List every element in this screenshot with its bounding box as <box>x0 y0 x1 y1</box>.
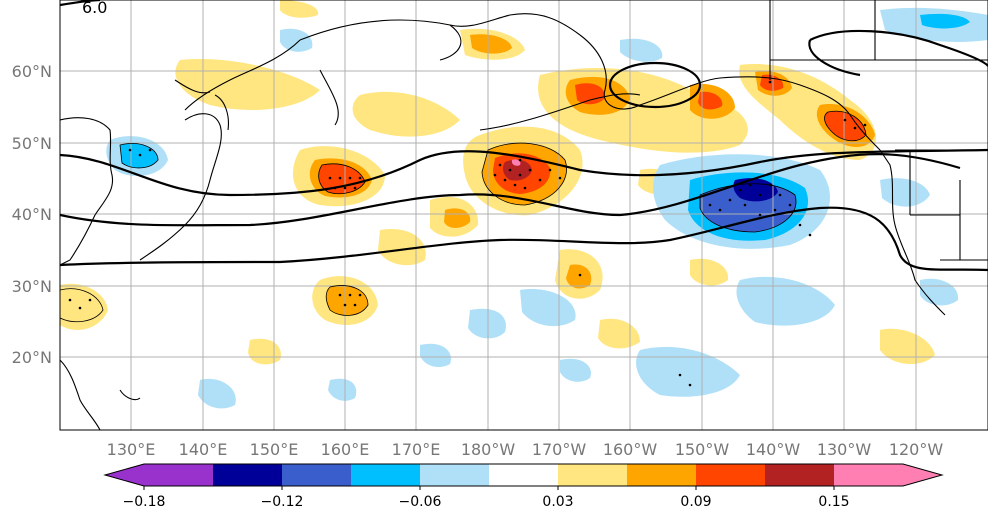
colorbar-min-arrow <box>105 464 144 486</box>
colorbar-segment <box>696 464 766 486</box>
negative-anomaly-shading <box>106 7 988 409</box>
lon-tick-label: 130°E <box>107 440 156 459</box>
colorbar-segment <box>489 464 559 486</box>
lon-tick-label: 160°W <box>603 440 658 459</box>
lon-tick-label: 170°W <box>532 440 587 459</box>
lat-tick-label: 40°N <box>12 205 52 224</box>
mean-state-contours <box>60 0 988 272</box>
lat-tick-label: 60°N <box>12 62 52 81</box>
lon-tick-label: 120°W <box>889 440 944 459</box>
colorbar-tick-label: −0.06 <box>399 494 442 510</box>
lon-tick-label: 150°W <box>675 440 730 459</box>
colorbar-segment <box>627 464 697 486</box>
lat-tick-label: 30°N <box>12 277 52 296</box>
colorbar-segment <box>765 464 835 486</box>
significance-contours <box>60 110 867 323</box>
colorbar-segment <box>558 464 628 486</box>
colorbar-tick-label: −0.18 <box>123 494 166 510</box>
lon-tick-label: 140°W <box>746 440 801 459</box>
colorbar-segment <box>213 464 283 486</box>
lon-tick-label: 170°E <box>392 440 441 459</box>
colorbar-tick-label: 0.03 <box>542 494 573 510</box>
colorbar-segment <box>420 464 490 486</box>
lat-tick-label: 50°N <box>12 134 52 153</box>
colorbar-tick-label: 0.09 <box>680 494 711 510</box>
colorbar: −0.18 −0.12 −0.06 0.03 0.09 0.15 <box>103 463 944 510</box>
colorbar-tick-label: 0.15 <box>818 494 849 510</box>
colorbar-tick-label: −0.12 <box>261 494 304 510</box>
lon-tick-label: 160°E <box>321 440 370 459</box>
colorbar-segment <box>282 464 352 486</box>
longitude-axis: 130°E 140°E 150°E 160°E 170°E 180°W 170°… <box>107 440 944 459</box>
lat-tick-label: 20°N <box>12 348 52 367</box>
lon-tick-label: 140°E <box>179 440 228 459</box>
lon-tick-label: 130°W <box>817 440 872 459</box>
map-frame <box>59 0 988 431</box>
latitude-axis: 60°N 50°N 40°N 30°N 20°N <box>12 62 52 367</box>
coastlines <box>60 0 988 430</box>
contour-label: 6.0 <box>82 0 107 17</box>
colorbar-segment <box>834 464 904 486</box>
colorbar-segment <box>144 464 214 486</box>
colorbar-segment <box>351 464 421 486</box>
lon-tick-label: 180°W <box>461 440 516 459</box>
colorbar-max-arrow <box>903 464 942 486</box>
lon-tick-label: 150°E <box>250 440 299 459</box>
